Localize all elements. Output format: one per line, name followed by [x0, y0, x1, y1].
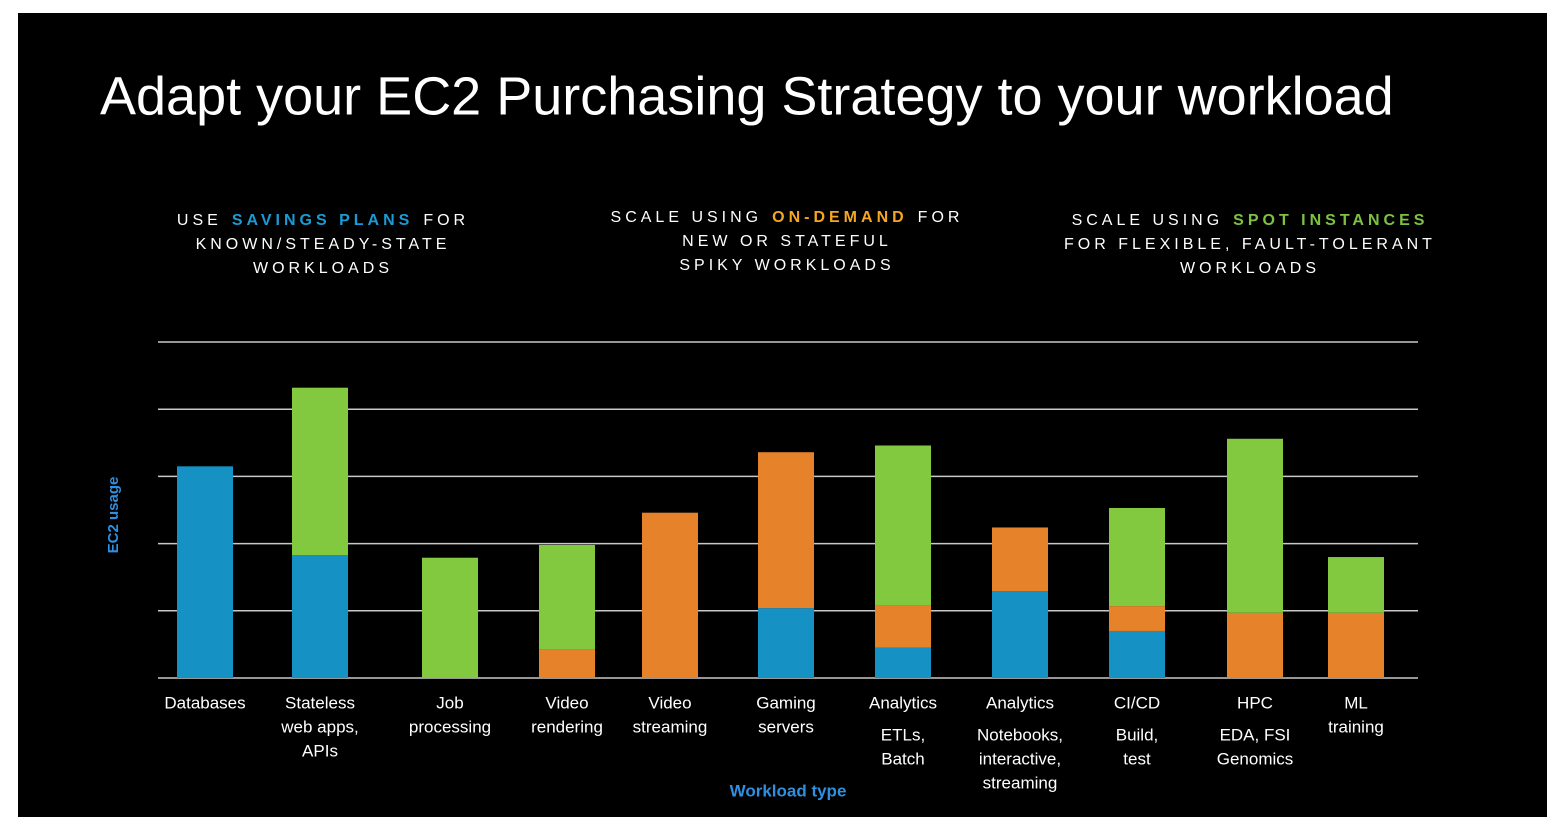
x-tick-label: Analytics: [869, 693, 937, 712]
x-tick-note: ETLs,: [881, 725, 925, 744]
x-tick-note: streaming: [983, 773, 1058, 792]
x-tick-note: Genomics: [1217, 749, 1294, 768]
header-line: WORKLOADS: [1180, 260, 1320, 277]
x-tick-note: EDA, FSI: [1220, 725, 1291, 744]
header-text: FOR: [918, 209, 964, 226]
x-tick-label: training: [1328, 717, 1384, 736]
bar-segment: [422, 557, 478, 678]
bar-segment: [1328, 557, 1384, 613]
x-tick-note: interactive,: [979, 749, 1061, 768]
bar-segment: [875, 605, 931, 648]
y-axis-label: EC2 usage: [105, 477, 122, 554]
header-text: FOR: [423, 212, 469, 229]
header-line: FOR FLEXIBLE, FAULT-TOLERANT: [1064, 236, 1436, 253]
header-line: NEW OR STATEFUL: [682, 233, 892, 250]
x-tick-label: servers: [758, 717, 814, 736]
x-tick-label: rendering: [531, 717, 603, 736]
header-text: SCALE USING: [611, 209, 763, 226]
slide-title: Adapt your EC2 Purchasing Strategy to yo…: [100, 66, 1394, 126]
header-line: KNOWN/STEADY-STATE: [196, 236, 451, 253]
x-tick-label: web apps,: [280, 717, 359, 736]
header-line: USE SAVINGS PLANS FOR: [177, 212, 469, 229]
slide-background: [18, 13, 1547, 817]
x-tick-note: Batch: [881, 749, 924, 768]
bar-segment: [875, 445, 931, 606]
header-line: SPIKY WORKLOADS: [679, 257, 894, 274]
x-tick-label: processing: [409, 717, 491, 736]
x-tick-note: Notebooks,: [977, 725, 1063, 744]
x-tick-label: streaming: [633, 717, 708, 736]
x-axis-label: Workload type: [730, 781, 847, 800]
x-tick-label: APIs: [302, 741, 338, 760]
bar-segment: [292, 555, 348, 678]
bar-segment: [1109, 630, 1165, 678]
x-tick-label: CI/CD: [1114, 693, 1160, 712]
x-tick-label: Job: [436, 693, 463, 712]
x-tick-note: test: [1123, 749, 1151, 768]
header-keyword: SAVINGS PLANS: [232, 212, 414, 229]
x-tick-label: HPC: [1237, 693, 1273, 712]
x-tick-note: Build,: [1116, 725, 1159, 744]
x-tick-label: Stateless: [285, 693, 355, 712]
x-tick-label: Video: [648, 693, 691, 712]
bar-segment: [1227, 438, 1283, 613]
x-tick-label: ML: [1344, 693, 1368, 712]
bar-segment: [992, 591, 1048, 678]
header-keyword: SPOT INSTANCES: [1233, 212, 1428, 229]
header-keyword: ON-DEMAND: [772, 209, 908, 226]
bar-segment: [177, 466, 233, 678]
bar-segment: [642, 512, 698, 678]
header-line: SCALE USING SPOT INSTANCES: [1072, 212, 1429, 229]
bar-segment: [1109, 507, 1165, 607]
header-line: SCALE USING ON-DEMAND FOR: [611, 209, 964, 226]
bar-segment: [539, 544, 595, 650]
bar-segment: [539, 649, 595, 678]
header-line: WORKLOADS: [253, 260, 393, 277]
x-tick-label: Analytics: [986, 693, 1054, 712]
bar-segment: [1109, 606, 1165, 631]
x-tick-label: Video: [545, 693, 588, 712]
x-tick-label: Databases: [164, 693, 245, 712]
header-text: SCALE USING: [1072, 212, 1224, 229]
header-text: USE: [177, 212, 222, 229]
bar-segment: [875, 647, 931, 678]
bar-segment: [758, 608, 814, 678]
x-tick-label: Gaming: [756, 693, 816, 712]
bar-segment: [992, 527, 1048, 592]
bar-segment: [1227, 612, 1283, 678]
bar-segment: [758, 452, 814, 609]
bar-segment: [292, 387, 348, 556]
bar-segment: [1328, 612, 1384, 678]
